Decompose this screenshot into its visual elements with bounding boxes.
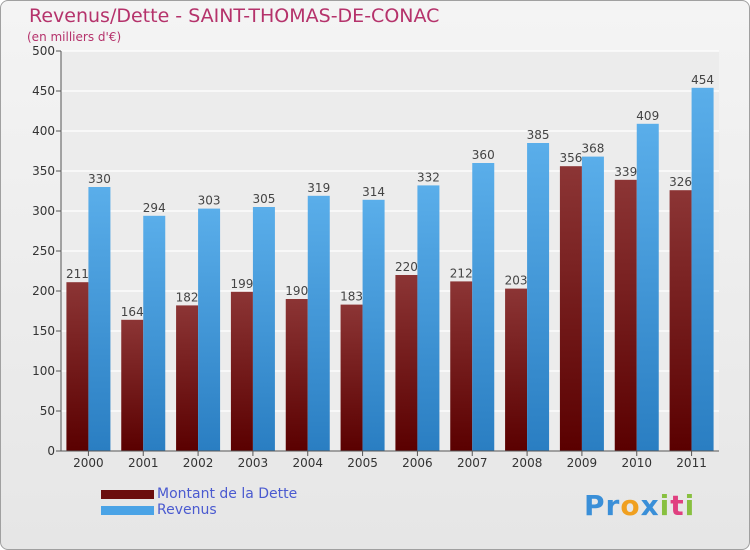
data-label-dette: 212 [450,266,473,280]
data-label-revenus: 360 [472,148,495,162]
y-tick-label: 350 [32,164,55,178]
bar-revenus [362,199,385,451]
bar-revenus [527,143,550,451]
bar-revenus [581,156,604,451]
data-label-dette: 326 [669,175,692,189]
legend-swatch-dette [101,490,154,499]
data-label-dette: 220 [395,260,418,274]
data-label-dette: 164 [121,305,144,319]
bar-revenus [472,163,495,451]
y-tick-label: 200 [32,284,55,298]
data-label-revenus: 319 [307,181,330,195]
logo-letter: i [659,489,671,522]
x-tick-label: 2009 [567,456,598,470]
x-tick-label: 2002 [183,456,214,470]
data-label-revenus: 332 [417,170,440,184]
x-tick-label: 2005 [347,456,378,470]
bar-dette [614,179,637,452]
data-label-revenus: 409 [636,109,659,123]
bar-revenus [88,187,111,451]
x-tick-label: 2011 [676,456,707,470]
y-tick-label: 400 [32,124,55,138]
bar-revenus [143,215,166,451]
chart-title: Revenus/Dette - SAINT-THOMAS-DE-CONAC [29,5,440,27]
bar-revenus [252,207,275,451]
y-tick-label: 300 [32,204,55,218]
bar-dette [395,275,418,451]
data-label-dette: 356 [559,151,582,165]
legend-label-dette: Montant de la Dette [157,486,298,502]
bar-dette [559,166,582,451]
y-tick-label: 0 [47,444,55,458]
data-label-revenus: 330 [88,172,111,186]
x-tick-label: 2004 [292,456,323,470]
data-label-dette: 203 [505,274,528,288]
bar-dette [340,304,363,451]
bar-dette [669,190,692,451]
data-label-revenus: 368 [581,142,604,156]
data-label-revenus: 454 [691,73,714,87]
bar-revenus [417,185,440,451]
bar-dette [121,319,144,451]
data-label-revenus: 305 [252,192,275,206]
data-label-revenus: 314 [362,185,385,199]
x-tick-label: 2000 [73,456,104,470]
bar-dette [176,305,199,451]
bar-dette [450,281,473,451]
bar-dette [285,299,308,451]
bar-dette [505,288,528,451]
y-tick-label: 100 [32,364,55,378]
proxiti-logo: Proxiti [584,489,695,522]
data-label-dette: 339 [614,165,637,179]
x-tick-label: 2006 [402,456,433,470]
bar-dette [230,291,253,451]
logo-letter: x [640,489,660,522]
data-label-revenus: 385 [527,128,550,142]
x-tick-label: 2003 [238,456,269,470]
x-tick-label: 2007 [457,456,488,470]
x-tick-label: 2010 [621,456,652,470]
legend-swatch-revenus [101,506,154,515]
y-tick-label: 150 [32,324,55,338]
data-label-revenus: 294 [143,201,166,215]
data-label-revenus: 303 [198,194,221,208]
chart-subtitle: (en milliers d'€) [27,30,122,44]
bar-revenus [636,123,659,452]
logo-letter: t [670,489,685,522]
y-tick-label: 500 [32,44,55,58]
data-label-dette: 199 [230,277,253,291]
data-label-dette: 211 [66,267,89,281]
data-label-dette: 190 [285,284,308,298]
bar-revenus [198,208,221,451]
logo-letter: r [605,489,621,522]
y-tick-label: 50 [40,404,55,418]
y-tick-label: 450 [32,84,55,98]
logo-letter: P [584,489,606,522]
x-tick-label: 2001 [128,456,159,470]
x-tick-label: 2008 [512,456,543,470]
bar-revenus [691,87,714,452]
legend-label-revenus: Revenus [157,502,217,518]
logo-letter: o [620,489,641,522]
bar-dette [66,282,89,451]
y-tick-label: 250 [32,244,55,258]
data-label-dette: 183 [340,290,363,304]
data-label-dette: 182 [176,290,199,304]
logo-letter: i [684,489,696,522]
bar-revenus [307,195,330,451]
